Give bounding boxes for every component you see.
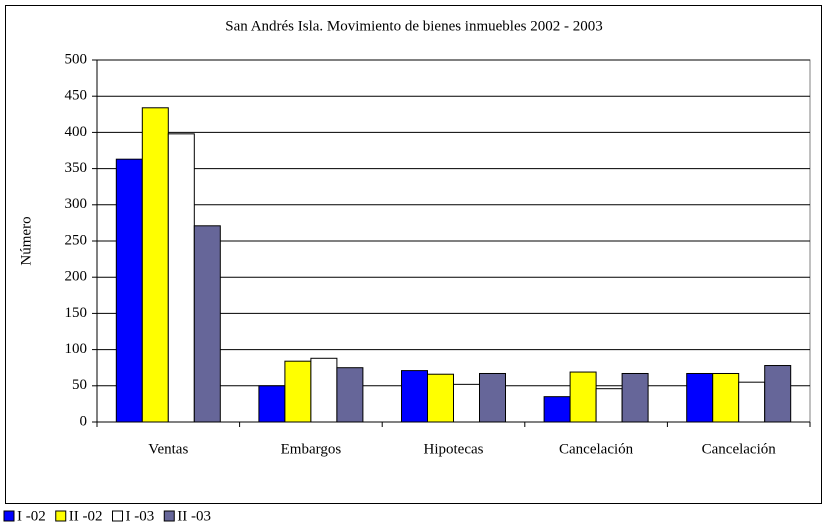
bar bbox=[569, 371, 597, 423]
bar bbox=[141, 107, 169, 423]
x-tick-label: Embargos bbox=[281, 441, 342, 457]
bar bbox=[284, 360, 312, 423]
bar bbox=[621, 372, 649, 423]
legend-swatch bbox=[163, 510, 175, 522]
x-tick-label: Hipotecas bbox=[424, 441, 484, 457]
bar bbox=[258, 385, 286, 423]
bar bbox=[427, 373, 454, 423]
y-tick-label: 350 bbox=[65, 160, 88, 176]
legend-label: II -03 bbox=[177, 508, 211, 524]
bar bbox=[738, 381, 766, 423]
bar bbox=[595, 388, 623, 423]
x-tick-label: Cancelación bbox=[702, 441, 777, 457]
y-tick-label: 450 bbox=[65, 88, 88, 104]
bar bbox=[686, 372, 714, 423]
y-tick-label: 100 bbox=[65, 341, 88, 357]
bar bbox=[479, 372, 506, 423]
legend-swatch bbox=[112, 510, 123, 522]
legend-label: I -03 bbox=[126, 508, 155, 524]
bar bbox=[764, 365, 792, 423]
bar bbox=[453, 383, 480, 423]
legend-label: II -02 bbox=[69, 508, 103, 524]
bar bbox=[193, 225, 221, 423]
y-tick-label: 300 bbox=[65, 196, 88, 212]
bar bbox=[115, 158, 143, 423]
bar bbox=[401, 370, 428, 423]
legend-swatch bbox=[55, 510, 67, 522]
legend-swatch bbox=[3, 510, 15, 522]
y-tick-label: 200 bbox=[65, 269, 88, 285]
x-tick-label: Cancelación bbox=[559, 441, 634, 457]
bar bbox=[712, 372, 740, 423]
bar bbox=[310, 357, 338, 423]
y-axis-label: Número bbox=[18, 216, 34, 265]
legend-label: I -02 bbox=[17, 508, 46, 524]
bar bbox=[167, 133, 195, 423]
y-tick-label: 400 bbox=[65, 124, 88, 140]
chart-title: San Andrés Isla. Movimiento de bienes in… bbox=[225, 18, 602, 34]
y-tick-label: 50 bbox=[72, 377, 87, 393]
y-tick-label: 150 bbox=[65, 305, 88, 321]
y-tick-label: 250 bbox=[65, 232, 88, 248]
bar bbox=[336, 367, 364, 423]
x-tick-label: Ventas bbox=[148, 441, 188, 457]
y-tick-label: 0 bbox=[80, 413, 88, 429]
bar bbox=[543, 396, 571, 423]
y-tick-label: 500 bbox=[65, 51, 88, 67]
